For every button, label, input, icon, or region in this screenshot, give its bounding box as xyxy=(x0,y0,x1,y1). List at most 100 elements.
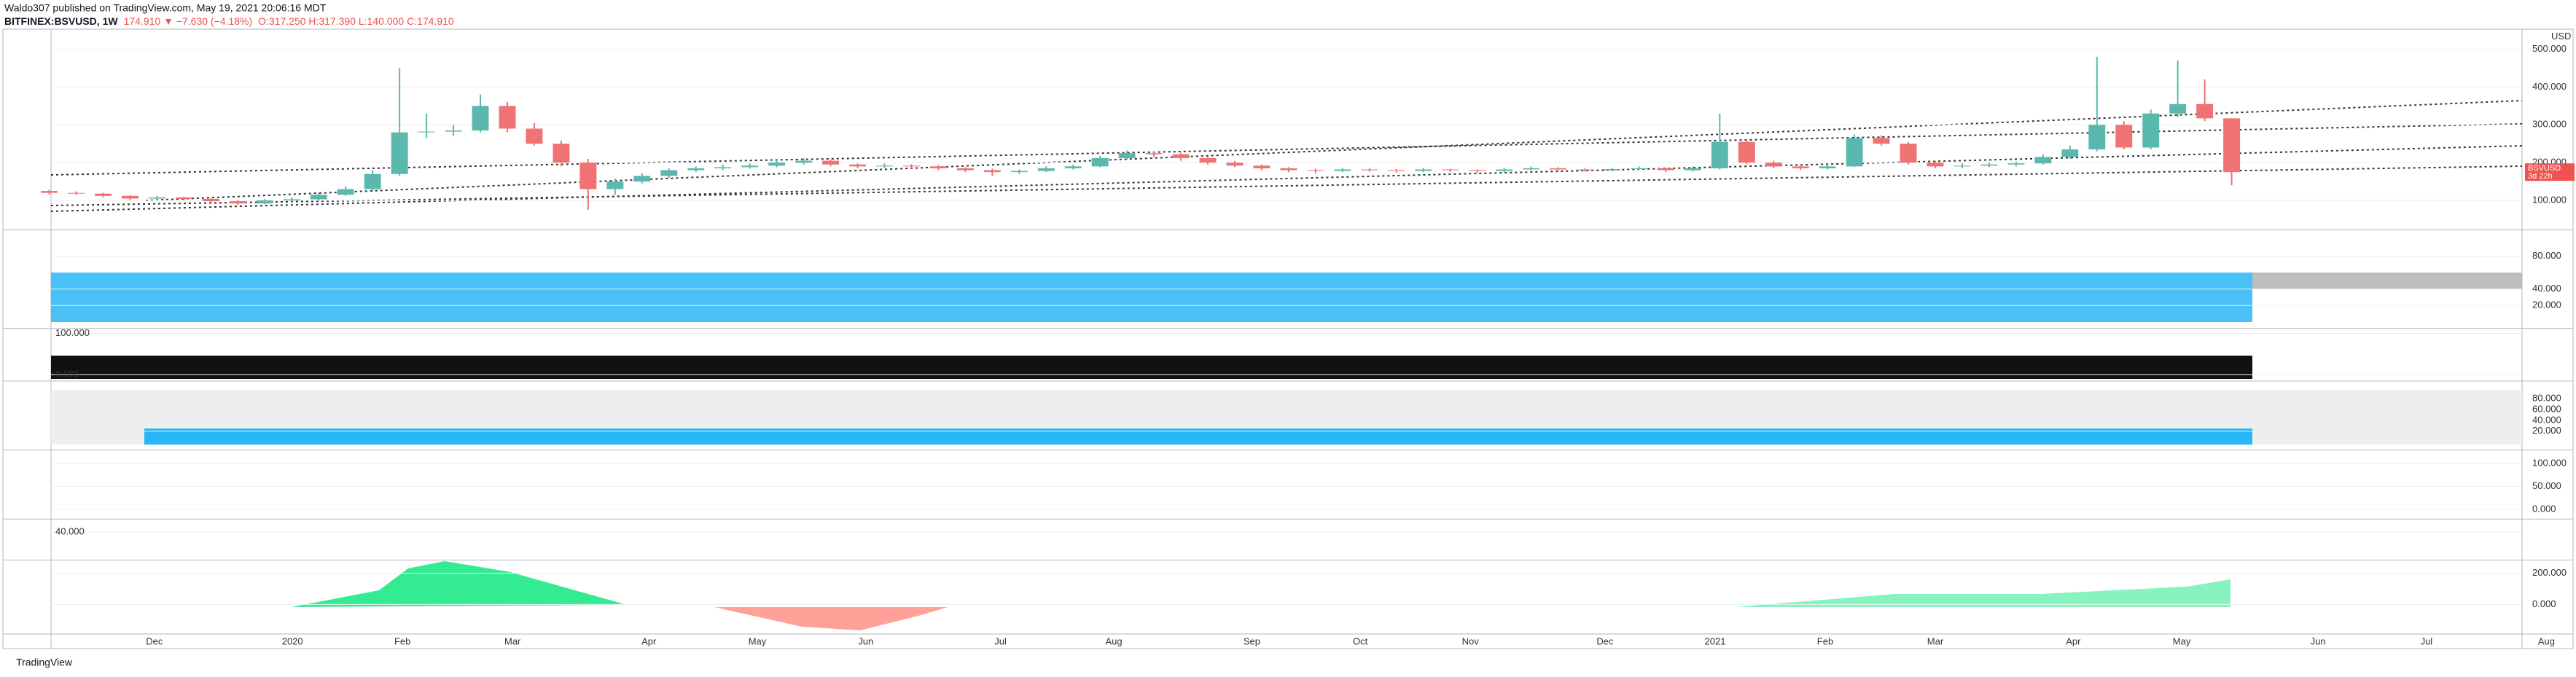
y-tick-label: 0.000 xyxy=(2532,503,2556,514)
candle-body xyxy=(472,106,489,131)
candle-body xyxy=(579,163,597,189)
trend-line xyxy=(50,123,2523,176)
candle-body xyxy=(1873,138,1890,144)
candle-body xyxy=(1226,163,1244,166)
candle-body xyxy=(1980,164,1998,166)
candle-body xyxy=(2169,103,2187,114)
currency-label: USD xyxy=(2551,31,2571,42)
candle-body xyxy=(1550,168,1566,170)
y-tick-label: 60.000 xyxy=(2532,403,2561,414)
candle-body xyxy=(1064,166,1082,168)
price-tag-countdown: 3d 22h xyxy=(2528,172,2553,181)
candle-body xyxy=(633,176,651,182)
x-tick-label: Mar xyxy=(504,636,521,647)
y-tick-label: 20.000 xyxy=(2532,425,2561,436)
candle-body xyxy=(929,166,947,168)
candle-body xyxy=(2142,113,2160,148)
candle-body xyxy=(391,132,408,174)
indicator-fill xyxy=(2252,273,2522,289)
y-tick-label: 40.000 xyxy=(2532,283,2561,294)
y-tick-label: 40.000 xyxy=(55,526,85,537)
candle-body xyxy=(1846,138,1863,167)
candle-body xyxy=(526,128,543,144)
candle-body xyxy=(1954,165,1971,167)
x-tick-label: May xyxy=(2173,636,2191,647)
candle-body xyxy=(1334,169,1351,171)
candle-body xyxy=(283,199,300,201)
histogram-fill xyxy=(714,607,948,630)
published-line: Waldo307 published on TradingView.com, M… xyxy=(4,2,327,14)
candle-body xyxy=(1603,168,1620,171)
candle-body xyxy=(1145,153,1163,154)
y-tick-label: 40.000 xyxy=(2532,414,2561,425)
y-tick-label: 400.000 xyxy=(2532,81,2567,92)
candle-body xyxy=(822,160,839,165)
y-tick-label: 100.000 xyxy=(55,327,90,338)
candle-body xyxy=(2196,103,2214,119)
candle-body xyxy=(1118,153,1136,158)
x-tick-label: Jul xyxy=(994,636,1007,647)
candle-body xyxy=(1253,165,1271,168)
indicator-fill xyxy=(51,356,2252,379)
candle-body xyxy=(1199,157,1217,163)
candle-body xyxy=(1415,169,1432,171)
brand: TradingView xyxy=(16,657,73,668)
candle-body xyxy=(2061,149,2079,157)
candle-body xyxy=(95,193,112,196)
ohlc: O:317.250 H:317.390 L:140.000 C:174.910 xyxy=(258,15,454,27)
y-tick-label: 300.000 xyxy=(2532,119,2567,130)
candle-body xyxy=(1577,169,1593,171)
candle-body xyxy=(122,195,138,199)
candle-body xyxy=(1037,168,1055,171)
y-tick-label: 20.000 xyxy=(2532,300,2561,310)
candle-body xyxy=(202,198,219,202)
x-tick-label: 2020 xyxy=(282,636,303,647)
candle-body xyxy=(418,131,435,133)
y-tick-label: 50.000 xyxy=(2532,480,2561,491)
candle-body xyxy=(1738,141,1755,163)
candle-body xyxy=(149,197,165,199)
x-tick-label: Nov xyxy=(1462,636,1480,647)
indicator-fill xyxy=(51,273,2252,322)
x-tick-label: Mar xyxy=(1927,636,1944,647)
candle-body xyxy=(2034,157,2052,164)
x-tick-label: May xyxy=(749,636,767,647)
indicator-fill xyxy=(144,428,2252,445)
candle-body xyxy=(956,168,974,171)
candle-body xyxy=(337,189,354,195)
candle-body xyxy=(175,197,192,199)
candle-body xyxy=(606,181,624,189)
candle-body xyxy=(1630,168,1647,169)
y-tick-label: 200.000 xyxy=(2532,567,2567,578)
symbol: BITFINEX:BSVUSD, 1W xyxy=(4,15,118,27)
candle-body xyxy=(1684,168,1701,171)
y-tick-label: 500.000 xyxy=(2532,43,2567,54)
candle-body xyxy=(1091,157,1109,167)
candle-body xyxy=(310,195,327,200)
candle-body xyxy=(1010,171,1028,173)
y-tick-label: 100.000 xyxy=(2532,457,2567,468)
x-tick-label: Jun xyxy=(2311,636,2326,647)
candle-body xyxy=(553,144,570,163)
x-tick-label: Aug xyxy=(1106,636,1123,647)
symbol-line: BITFINEX:BSVUSD, 1W 174.910 ▼ −7.630 (−4.… xyxy=(4,15,454,27)
candle-body xyxy=(68,192,85,194)
candle-body xyxy=(849,164,866,167)
candle-body xyxy=(1172,154,1190,158)
candle-body xyxy=(1523,168,1540,170)
x-tick-label: Jul xyxy=(2421,636,2433,647)
candle-body xyxy=(499,106,516,129)
candle-body xyxy=(2115,125,2133,148)
candle-body xyxy=(795,160,813,163)
change: 174.910 ▼ −7.630 (−4.18%) xyxy=(124,15,253,27)
candle-body xyxy=(229,201,246,204)
x-tick-label: 2021 xyxy=(1705,636,1726,647)
x-tick-label: Feb xyxy=(394,636,410,647)
candle-body xyxy=(1819,166,1836,168)
candle-body xyxy=(256,200,273,204)
candle-body xyxy=(1657,168,1674,171)
y-tick-label: 0.000 xyxy=(55,368,79,379)
x-tick-label: Apr xyxy=(641,636,657,647)
